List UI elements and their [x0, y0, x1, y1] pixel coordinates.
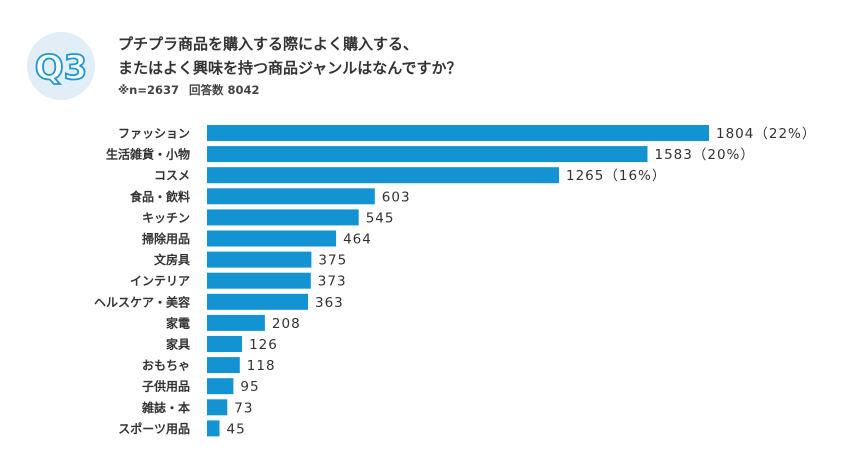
category-label: 子供用品	[142, 379, 190, 394]
value-label: 1265（16%）	[566, 168, 666, 184]
category-label: スポーツ用品	[118, 421, 190, 436]
category-label: キッチン	[142, 211, 190, 225]
bar-2	[207, 167, 559, 184]
category-label: 家具	[166, 337, 190, 352]
bar-0	[207, 125, 709, 141]
category-label: おもちゃ	[142, 359, 190, 373]
question-text-line2: またはよく興味を持つ商品ジャンルはなんですか？	[118, 59, 462, 77]
bar-13	[207, 399, 228, 416]
value-label: 545	[366, 210, 395, 226]
badge-text: Q3	[35, 48, 88, 88]
bar-14	[207, 420, 220, 437]
category-label: 掃除用品	[142, 231, 190, 246]
value-label: 363	[315, 295, 344, 311]
bar-4	[207, 209, 359, 226]
question-text-line1: プチプラ商品を購入する際によく購入する、	[118, 35, 419, 53]
sample-note: ※n=2637 回答数 8042	[118, 82, 260, 98]
category-label: ファッション	[118, 127, 190, 141]
bar-5	[207, 230, 337, 247]
category-label: コスメ	[154, 169, 190, 183]
value-label: 208	[272, 316, 301, 332]
category-label: 生活雑貨・小物	[106, 147, 190, 162]
value-label: 73	[234, 400, 253, 416]
value-label: 373	[318, 274, 347, 290]
category-label: 家電	[166, 315, 190, 330]
sample-size: ※n=2637	[118, 83, 180, 97]
answer-count: 回答数 8042	[189, 83, 260, 97]
bar-11	[207, 357, 240, 374]
bar-7	[207, 272, 311, 289]
bar-1	[207, 146, 648, 163]
value-label: 375	[318, 253, 347, 269]
category-label: ヘルスケア・美容	[94, 294, 190, 309]
value-label: 45	[227, 421, 246, 437]
category-label: 雑誌・本	[141, 400, 190, 415]
value-label: 95	[240, 379, 259, 395]
category-label: インテリア	[130, 274, 190, 288]
value-label: 603	[382, 189, 411, 205]
category-label: 食品・飲料	[129, 189, 190, 204]
question-badge: Q3	[27, 32, 95, 100]
value-label: 1804（22%）	[716, 126, 816, 142]
badge-circle	[27, 32, 95, 100]
bar-3	[207, 188, 375, 205]
value-label: 126	[249, 337, 278, 353]
bar-9	[207, 314, 265, 331]
bar-10	[207, 336, 243, 352]
category-label: 文房具	[154, 252, 190, 267]
bar-8	[207, 293, 308, 310]
bar-12	[207, 378, 234, 395]
value-label: 1583（20%）	[655, 147, 755, 163]
bar-6	[207, 251, 312, 268]
value-label: 118	[247, 358, 276, 374]
value-label: 464	[343, 232, 372, 248]
